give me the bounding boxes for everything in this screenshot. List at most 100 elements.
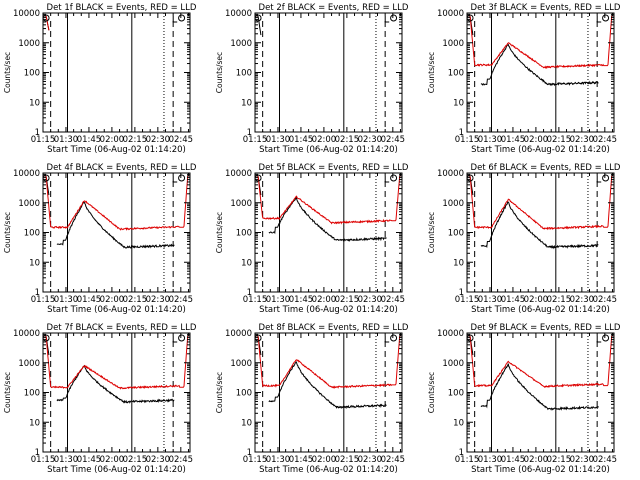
x-axis-label: Start Time (06-Aug-02 01:14:20) [471,305,610,315]
x-tick-label: 02:00 [524,455,549,465]
detector-panel-9: 1 10 100 1000 10000 01:1501:3001:4502:0002:15… [427,323,621,475]
y-tick-label: 100 [236,69,252,79]
y-tick-label: 10000 [225,169,252,179]
y-tick-label: 10 [453,98,464,108]
panel-title: Det 5f BLACK = Events, RED = LLD [259,163,409,173]
x-tick-label: 01:30 [478,455,503,465]
x-tick-label: 02:15 [335,135,360,145]
x-tick-label: 02:00 [524,295,549,305]
x-tick-label: 02:30 [358,295,383,305]
plot-frame [466,12,615,133]
y-tick-label: 1000 [18,39,40,49]
y-tick-label: 1000 [442,359,464,369]
x-tick-label: 01:15 [455,455,480,465]
x-tick-label: 02:45 [381,135,406,145]
x-axis-label: Start Time (06-Aug-02 01:14:20) [471,145,610,155]
x-tick-label: 01:30 [266,295,291,305]
x-tick-label: 01:15 [243,295,268,305]
x-axis-label: Start Time (06-Aug-02 01:14:20) [259,305,398,315]
x-tick-label: 01:45 [501,135,526,145]
x-tick-label: 01:30 [478,295,503,305]
x-tick-label: 01:45 [289,295,314,305]
y-tick-label: 100 [448,229,464,239]
x-tick-label: 02:00 [524,135,549,145]
x-tick-label: 02:15 [123,295,148,305]
y-tick-label: 100 [24,229,40,239]
detector-panel-7: 1 10 100 1000 10000 01:1501:3001:4502:0002:15… [3,323,197,475]
x-tick-label: 02:30 [358,455,383,465]
x-tick-label: 01:45 [77,135,102,145]
x-tick-label: 02:45 [169,455,194,465]
x-tick-label: 02:00 [100,135,125,145]
y-axis-label: Counts/sec [215,52,224,93]
x-tick-label: 02:15 [547,295,572,305]
y-tick-label: 10 [29,258,40,268]
series-lld-line [467,175,614,231]
y-tick-label: 1 [35,288,40,298]
y-tick-label: 1 [247,448,252,458]
x-tick-label: 02:45 [593,455,618,465]
bracket-marker [596,176,602,183]
x-tick-label: 02:15 [335,295,360,305]
y-tick-label: 1000 [18,359,40,369]
y-tick-label: 100 [448,69,464,79]
circle-marker [390,14,398,22]
y-tick-label: 1000 [230,39,252,49]
y-axis-label: Counts/sec [215,372,224,413]
y-tick-label: 10000 [437,9,464,19]
x-tick-label: 02:00 [312,455,337,465]
detector-panel-3: 1 10 100 1000 10000 01:1501:3001:4502:0002:15… [427,3,621,155]
circle-marker [602,174,610,182]
y-tick-label: 1000 [230,199,252,209]
x-tick-label: 01:30 [54,455,79,465]
x-tick-label: 01:45 [501,455,526,465]
series-events-line [43,335,175,404]
x-tick-label: 01:45 [289,455,314,465]
detector-panel-5: 1 10 100 1000 10000 01:1501:3001:4502:0002:15… [215,163,409,315]
y-tick-label: 1000 [442,199,464,209]
y-tick-label: 100 [24,69,40,79]
series-lld-line [255,335,402,389]
y-axis-label: Counts/sec [427,52,436,93]
x-tick-label: 02:15 [547,455,572,465]
y-axis-label: Counts/sec [3,52,12,93]
x-tick-label: 01:45 [289,135,314,145]
x-tick-label: 02:45 [593,295,618,305]
series-lld-line [43,335,190,390]
series-events-line [255,175,387,242]
y-tick-label: 1 [35,448,40,458]
x-tick-label: 01:45 [77,455,102,465]
plot-frame [254,12,403,133]
x-tick-label: 01:30 [266,135,291,145]
panel-title: Det 9f BLACK = Events, RED = LLD [471,323,621,333]
circle-marker [602,334,610,342]
y-tick-label: 1000 [442,39,464,49]
x-tick-label: 01:15 [31,135,56,145]
y-tick-label: 10 [29,418,40,428]
x-tick-label: 02:30 [146,295,171,305]
x-tick-label: 02:00 [312,135,337,145]
x-tick-label: 02:00 [100,295,125,305]
series-lld-line [255,175,402,225]
bracket-marker [172,176,178,183]
x-tick-label: 01:15 [455,135,480,145]
x-tick-label: 01:15 [243,455,268,465]
y-tick-label: 100 [448,389,464,399]
x-tick-label: 01:30 [266,455,291,465]
plot-frame [254,332,403,453]
panel-title: Det 3f BLACK = Events, RED = LLD [471,3,621,13]
series-lld-line [43,175,190,231]
x-axis-label: Start Time (06-Aug-02 01:14:20) [259,145,398,155]
x-tick-label: 01:30 [54,295,79,305]
plot-frame [466,172,615,293]
x-tick-label: 02:30 [146,135,171,145]
x-axis-label: Start Time (06-Aug-02 01:14:20) [47,465,186,475]
bracket-marker [384,336,390,343]
series-events-line [467,15,599,87]
bracket-marker [596,336,602,343]
x-tick-label: 02:00 [312,295,337,305]
plot-frame [42,172,191,293]
y-tick-label: 10000 [13,9,40,19]
y-axis-label: Counts/sec [3,212,12,253]
